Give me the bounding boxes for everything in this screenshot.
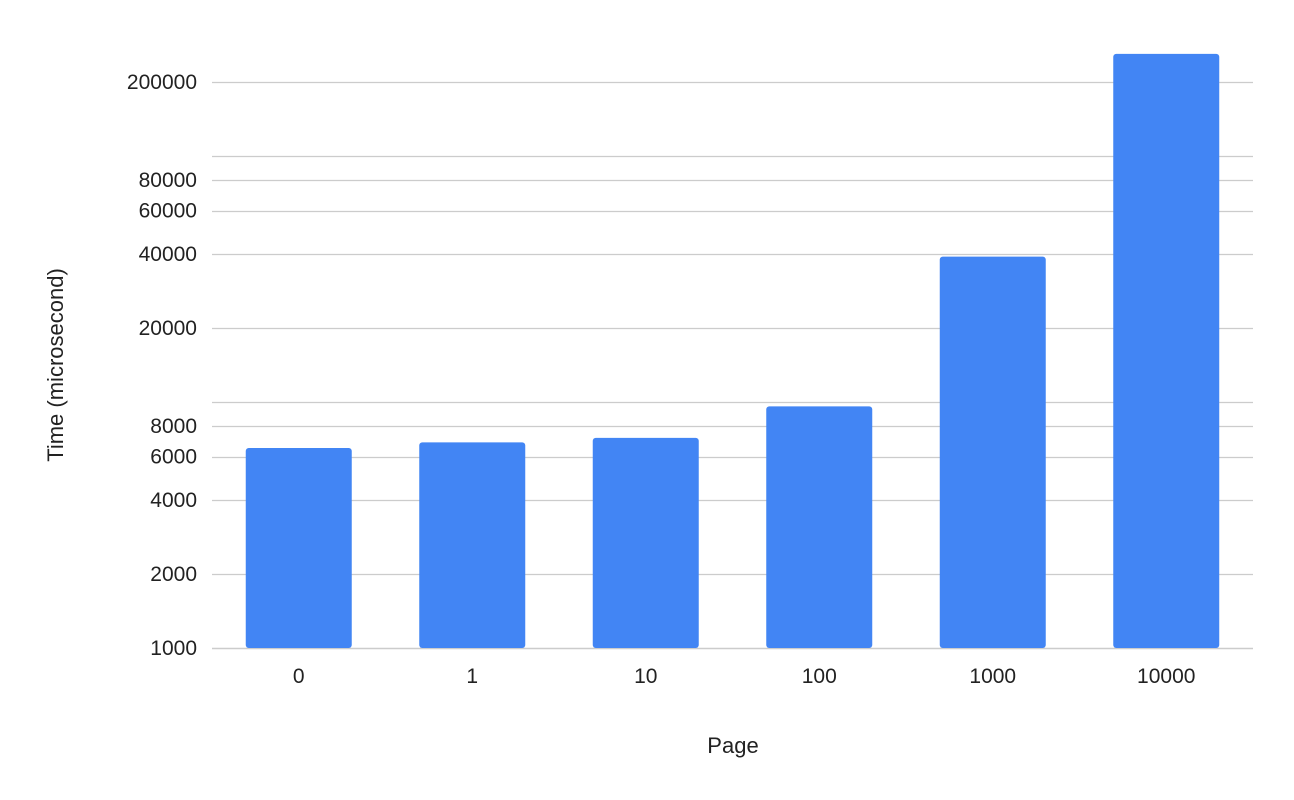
bar	[766, 406, 873, 648]
y-tick-label: 200000	[127, 71, 197, 94]
x-axis-ticks: 0 1 10 100 1000 10000	[293, 665, 1196, 688]
bar	[245, 448, 352, 648]
y-tick-label: 80000	[139, 169, 197, 192]
x-axis-title: Page	[707, 733, 758, 758]
x-tick-label: 0	[293, 665, 305, 688]
bar	[939, 256, 1046, 648]
x-tick-label: 100	[802, 665, 837, 688]
x-tick-label: 1000	[969, 665, 1016, 688]
y-tick-label: 40000	[139, 243, 197, 266]
y-tick-label: 6000	[150, 446, 197, 469]
x-tick-label: 1	[466, 665, 478, 688]
y-axis-title: Time (microsecond)	[43, 268, 68, 462]
y-tick-label: 1000	[150, 637, 197, 660]
bar	[419, 442, 526, 648]
y-tick-label: 60000	[139, 200, 197, 223]
bar	[1113, 53, 1220, 648]
y-tick-label: 8000	[150, 415, 197, 438]
bars	[245, 53, 1220, 648]
x-tick-label: 10	[634, 665, 657, 688]
y-tick-label: 20000	[139, 317, 197, 340]
y-axis-ticks: 1000 2000 4000 6000 8000 20000 40000 60000 80000…	[127, 71, 197, 660]
y-tick-label: 2000	[150, 563, 197, 586]
x-tick-label: 10000	[1137, 665, 1195, 688]
bar	[592, 437, 699, 648]
gridlines	[212, 81, 1253, 650]
y-tick-label: 4000	[150, 489, 197, 512]
